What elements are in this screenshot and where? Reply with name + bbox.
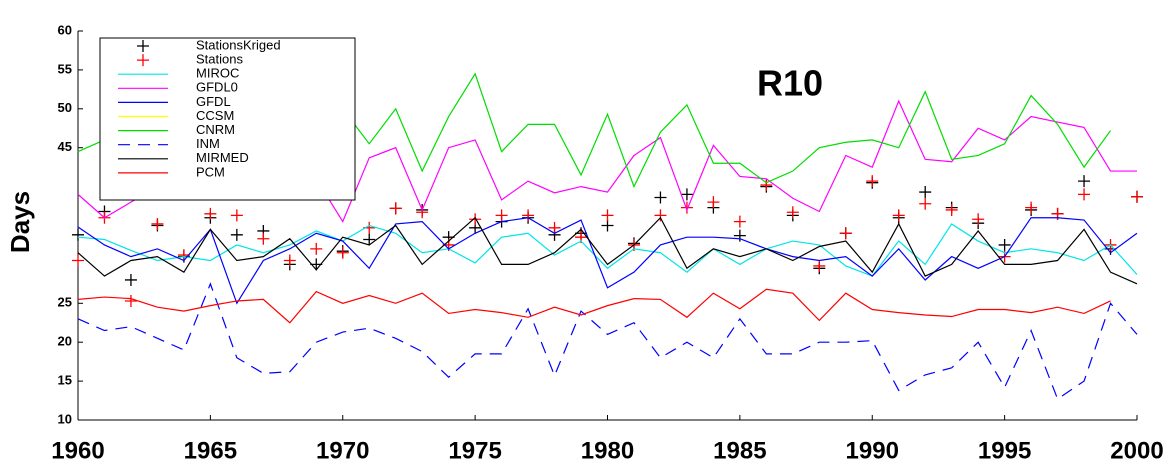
marker xyxy=(230,228,243,241)
marker xyxy=(680,188,693,201)
series-line xyxy=(77,282,1138,400)
marker xyxy=(416,206,429,219)
marker xyxy=(363,233,376,246)
chart-title: R10 xyxy=(757,63,823,104)
marker xyxy=(1131,190,1143,203)
marker xyxy=(945,203,958,216)
marker xyxy=(680,201,693,214)
legend-label: CNRM xyxy=(196,122,235,137)
series-line xyxy=(77,217,1138,305)
x-tick-label: 1985 xyxy=(713,437,766,464)
legend-label: MIRMED xyxy=(196,150,249,165)
x-tick-label: 1980 xyxy=(581,437,634,464)
legend-label: MIROC xyxy=(196,66,239,81)
marker xyxy=(707,196,720,209)
y-tick-label: 20 xyxy=(58,334,72,349)
marker xyxy=(919,197,932,210)
legend-label: GFDL0 xyxy=(196,80,238,95)
marker xyxy=(310,242,323,255)
series-line xyxy=(77,288,1111,324)
legend-label: CCSM xyxy=(196,108,234,123)
marker xyxy=(522,209,535,222)
y-tick-label: 45 xyxy=(58,139,72,154)
marker xyxy=(892,209,905,222)
series-line xyxy=(77,223,1138,277)
y-tick-label: 10 xyxy=(58,411,72,426)
x-tick-label: 1960 xyxy=(51,437,104,464)
marker xyxy=(998,238,1011,251)
marker xyxy=(283,254,296,267)
legend-label: PCM xyxy=(196,164,225,179)
x-tick-label: 1975 xyxy=(448,437,501,464)
legend-marker xyxy=(137,40,149,52)
marker xyxy=(389,202,402,215)
x-tick-label: 1970 xyxy=(316,437,369,464)
marker xyxy=(72,254,84,267)
marker xyxy=(919,186,932,199)
marker xyxy=(839,227,852,240)
legend-label: GFDL xyxy=(196,94,231,109)
marker xyxy=(733,215,746,228)
marker xyxy=(1078,175,1091,188)
marker xyxy=(786,206,799,219)
marker xyxy=(601,219,614,232)
legend-label: INM xyxy=(196,136,220,151)
x-tick-label: 1990 xyxy=(846,437,899,464)
marker xyxy=(72,228,84,241)
marker xyxy=(866,175,879,188)
y-tick-label: 50 xyxy=(58,100,72,115)
marker xyxy=(760,179,773,192)
y-tick-label: 25 xyxy=(58,295,72,310)
marker xyxy=(654,191,667,204)
y-tick-label: 15 xyxy=(58,373,72,388)
x-tick-label: 1965 xyxy=(184,437,237,464)
marker xyxy=(151,217,164,230)
marker xyxy=(495,209,508,222)
marker xyxy=(601,209,614,222)
marker xyxy=(548,221,561,234)
marker xyxy=(972,213,985,226)
marker xyxy=(469,213,482,226)
legend-label: StationsKriged xyxy=(196,37,281,52)
marker xyxy=(230,209,243,222)
marker xyxy=(124,273,137,286)
y-tick-label: 60 xyxy=(58,22,72,37)
x-tick-label: 2000 xyxy=(1110,437,1163,464)
series-line xyxy=(77,216,1138,285)
marker xyxy=(124,294,137,307)
marker xyxy=(204,207,217,220)
marker xyxy=(813,259,826,272)
y-tick-label: 55 xyxy=(58,61,72,76)
marker xyxy=(654,209,667,222)
marker xyxy=(257,232,270,245)
marker xyxy=(1078,188,1091,201)
legend-marker xyxy=(137,54,149,67)
x-tick-label: 1995 xyxy=(978,437,1031,464)
marker xyxy=(336,246,349,259)
y-axis-label: Days xyxy=(5,191,35,253)
legend-label: Stations xyxy=(196,52,243,67)
marker xyxy=(733,229,746,242)
marker xyxy=(1025,201,1038,214)
